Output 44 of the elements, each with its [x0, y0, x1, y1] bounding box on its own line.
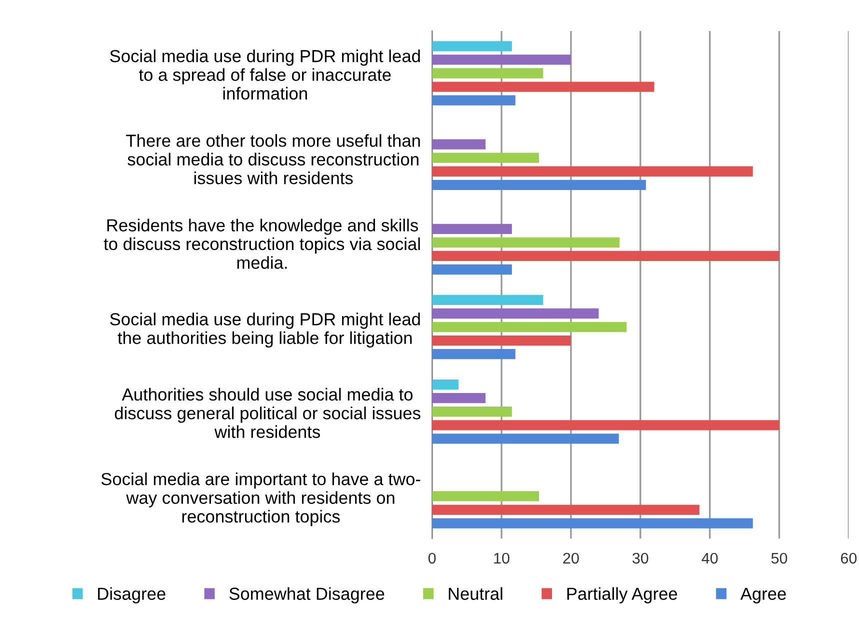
y-tick-label: Residents have the knowledge and skills to discuss reconstruction topics via social media. [104, 218, 420, 269]
y-tick-label: Social media use during PDR might lead the authorities being liable for litigation [110, 312, 420, 348]
bar [432, 237, 620, 248]
bar [432, 95, 516, 106]
x-tick-label: 10 [494, 552, 510, 564]
bar [432, 250, 780, 262]
bar [432, 406, 512, 417]
y-tick-label: Authorities should use social media to discuss general political or social issues with residents [114, 388, 420, 438]
bar [432, 504, 700, 515]
bar [432, 180, 646, 190]
y-tick-label: There are other tools more useful than social media to discuss reconstruction issues with residents [126, 134, 420, 184]
y-tick-label: Social media use during PDR might lead to a spread of false or inaccurate information [110, 50, 420, 100]
bar [432, 41, 512, 52]
bar [432, 420, 780, 430]
bar [432, 491, 540, 502]
bar [432, 264, 512, 275]
bar [432, 224, 512, 234]
bar [432, 166, 753, 176]
bar [432, 152, 540, 163]
bar [432, 294, 544, 306]
bar [432, 308, 599, 319]
bar [432, 518, 753, 528]
bar [432, 349, 516, 360]
x-tick-label: 0 [428, 552, 436, 564]
bar [432, 54, 571, 65]
legend-label: Agree [740, 588, 786, 604]
legend-label: Somewhat Disagree [229, 587, 384, 604]
bar [432, 379, 458, 390]
bar [432, 68, 544, 78]
bar [432, 322, 626, 332]
x-tick-label: 60 [840, 552, 857, 564]
bar [432, 139, 486, 150]
x-tick-label: 40 [702, 552, 718, 564]
legend-label: Disagree [98, 587, 166, 604]
bar [432, 434, 619, 444]
legend-label: Partially Agree [567, 587, 678, 604]
bar [432, 336, 571, 346]
x-tick-label: 20 [563, 552, 579, 564]
bar [432, 82, 654, 92]
x-tick-label: 30 [632, 552, 648, 564]
bar [432, 393, 486, 404]
legend-label: Neutral [448, 587, 502, 600]
y-tick-label: Social media are important to have a two- way conversation with residents on reconstruction topics [101, 472, 420, 526]
x-tick-label: 50 [771, 552, 788, 564]
